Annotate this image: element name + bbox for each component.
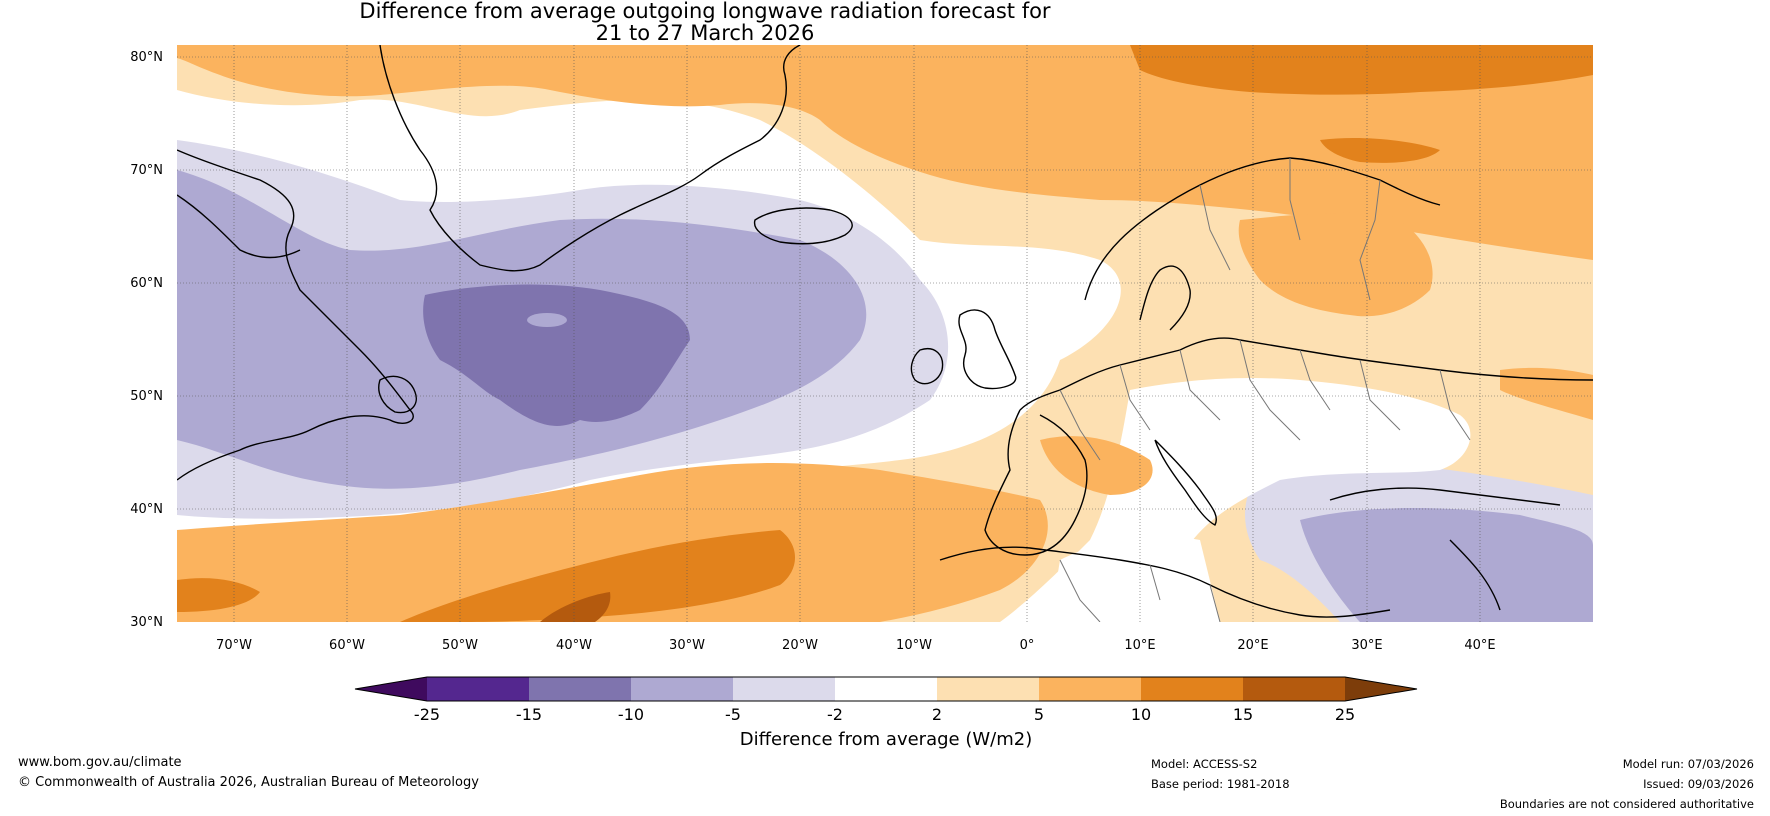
coastline-great-britain	[958, 309, 1017, 390]
colorbar-swatch	[937, 677, 1039, 701]
anomaly-medium-orange-subtropics	[177, 463, 1048, 622]
colorbar-swatch	[427, 677, 529, 701]
colorbar-extend-high	[1345, 677, 1417, 701]
colorbar	[354, 676, 1418, 702]
colorbar-tick-label: 5	[1034, 705, 1044, 724]
lon-label: 30°W	[669, 638, 705, 653]
lon-label: 10°W	[896, 638, 932, 653]
colorbar-tick-label: 25	[1335, 705, 1355, 724]
map-title-line-1: Difference from average outgoing longwav…	[359, 0, 1051, 23]
longitude-labels: 70°W 60°W 50°W 40°W 30°W 20°W 10°W 0° 10…	[216, 638, 1496, 653]
anomaly-dark-orange-north	[1130, 45, 1593, 95]
colorbar-swatch	[631, 677, 733, 701]
lat-label: 50°N	[130, 389, 163, 404]
colorbar-tick-label: 15	[1233, 705, 1253, 724]
anomaly-medium-orange-north	[177, 45, 1593, 260]
coastline-turkey	[1329, 487, 1561, 611]
colorbar-swatch	[1039, 677, 1141, 701]
colorbar-tick-label: -2	[827, 705, 843, 724]
anomaly-medium-purple-east-med	[1300, 508, 1593, 622]
lat-label: 60°N	[130, 276, 163, 291]
anomaly-medium-orange-italy	[1040, 436, 1153, 495]
coastline-baffin	[177, 194, 301, 259]
anomaly-dark-orange-barents	[1320, 138, 1440, 163]
anomaly-medium-orange-scandinavia	[1238, 212, 1433, 317]
coastline-greenland	[379, 45, 801, 272]
colorbar-tick-label: -15	[516, 705, 542, 724]
colorbar-tick-label: 2	[932, 705, 942, 724]
coastlines	[177, 45, 1593, 618]
model-name: Model: ACCESS-S2	[1151, 757, 1258, 771]
lon-label: 30°E	[1351, 638, 1382, 653]
model-run-date: Model run: 07/03/2026	[1622, 757, 1754, 771]
colorbar-swatch	[733, 677, 835, 701]
coastline-scandinavia	[1084, 157, 1441, 331]
copyright-text: © Commonwealth of Australia 2026, Austra…	[18, 775, 479, 790]
base-period: Base period: 1981-2018	[1151, 777, 1290, 791]
lat-label: 30°N	[130, 615, 163, 630]
colorbar-swatch	[1243, 677, 1345, 701]
lon-label: 50°W	[442, 638, 478, 653]
lat-label: 80°N	[130, 50, 163, 65]
colorbar-ticks: -25 -15 -10 -5 -2 2 5 10 15 25	[414, 705, 1355, 724]
boundaries-disclaimer: Boundaries are not considered authoritat…	[1499, 797, 1754, 811]
coastline-canada	[177, 149, 414, 481]
colorbar-tick-label: -25	[414, 705, 440, 724]
lon-label: 40°W	[556, 638, 592, 653]
map-title-line-2: 21 to 27 March 2026	[595, 21, 815, 45]
lon-label: 0°	[1020, 638, 1035, 653]
colorbar-outline	[354, 676, 1418, 702]
anomaly-field	[177, 45, 1593, 622]
coastline-newfoundland	[378, 375, 417, 414]
colorbar-label: Difference from average (W/m2)	[740, 729, 1032, 750]
anomaly-medium-orange-east	[1500, 367, 1593, 420]
lon-label: 20°W	[782, 638, 818, 653]
website-link[interactable]: www.bom.gov.au/climate	[18, 755, 182, 770]
graticule	[177, 45, 1593, 622]
colorbar-tick-label: 10	[1131, 705, 1151, 724]
coastline-iceland	[753, 207, 853, 245]
lat-label: 70°N	[130, 163, 163, 178]
anomaly-dark-orange-subtropics	[177, 578, 260, 612]
lat-label: 40°N	[130, 502, 163, 517]
colorbar-extend-low	[355, 677, 427, 701]
anomaly-dark-purple	[423, 284, 690, 426]
anomaly-white-sahara	[1050, 536, 1220, 622]
anomaly-dark-orange-central	[400, 530, 795, 622]
colorbar-tick-label: -10	[618, 705, 644, 724]
coastline-italy	[1154, 439, 1217, 526]
coastline-ireland	[910, 348, 944, 385]
colorbar-swatch	[835, 677, 937, 701]
latitude-labels: 80°N 70°N 60°N 50°N 40°N 30°N	[130, 50, 163, 630]
lon-label: 20°E	[1237, 638, 1268, 653]
colorbar-tick-label: -5	[725, 705, 741, 724]
coastline-europe	[1019, 337, 1593, 411]
anomaly-very-dark-orange	[540, 592, 611, 622]
lon-label: 70°W	[216, 638, 252, 653]
lon-label: 10°E	[1124, 638, 1155, 653]
coastline-north-africa	[939, 546, 1391, 618]
lon-label: 40°E	[1464, 638, 1495, 653]
issued-date: Issued: 09/03/2026	[1643, 777, 1754, 791]
coastline-iberia	[984, 409, 1088, 556]
country-borders	[1059, 158, 1471, 622]
anomaly-purple-hole	[527, 313, 567, 327]
colorbar-swatch	[529, 677, 631, 701]
colorbar-swatch	[1141, 677, 1243, 701]
lon-label: 60°W	[329, 638, 365, 653]
